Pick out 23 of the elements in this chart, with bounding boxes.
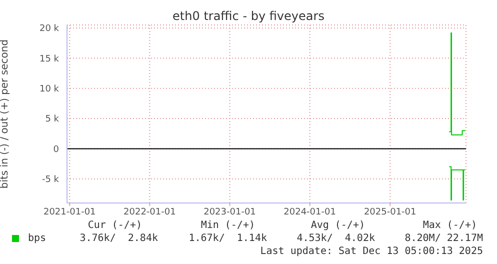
chart-title: eth0 traffic - by fiveyears bbox=[172, 9, 326, 23]
text: Max (-/+) bbox=[422, 220, 477, 231]
y-tick-label: 10 k bbox=[39, 84, 60, 95]
y-tick-label: 5 k bbox=[45, 114, 60, 125]
text: 4.53k/ 4.02k bbox=[296, 233, 375, 244]
x-tick-label: 2024-01-01 bbox=[284, 207, 336, 218]
text: Cur (-/+) bbox=[86, 220, 142, 231]
text: 3.76k/ 2.84k bbox=[80, 233, 158, 244]
x-tick-label: 2021-01-01 bbox=[43, 207, 96, 218]
text: Avg (-/+) bbox=[310, 220, 365, 231]
y-axis-title: bits in (-) / out (+) per second bbox=[0, 39, 11, 189]
text: Last update: Sat Dec 13 05:00:13 2025 bbox=[259, 246, 483, 257]
text: 8.20M/ 22.17M bbox=[404, 233, 483, 244]
y-tick-label: 15 k bbox=[39, 54, 60, 64]
y-tick-label: -5 k bbox=[42, 175, 60, 186]
y-tick-label: 0 bbox=[53, 144, 60, 155]
x-tick-label: 2023-01-01 bbox=[204, 207, 256, 218]
legend-label: bps bbox=[27, 233, 46, 244]
x-tick-label: 2025-01-01 bbox=[364, 207, 416, 218]
y-tick-label: 20 k bbox=[39, 24, 60, 34]
x-tick-label: 2022-01-01 bbox=[124, 207, 176, 218]
text: Min (-/+) bbox=[200, 220, 255, 231]
text: 1.67k/ 1.14k bbox=[188, 233, 267, 244]
